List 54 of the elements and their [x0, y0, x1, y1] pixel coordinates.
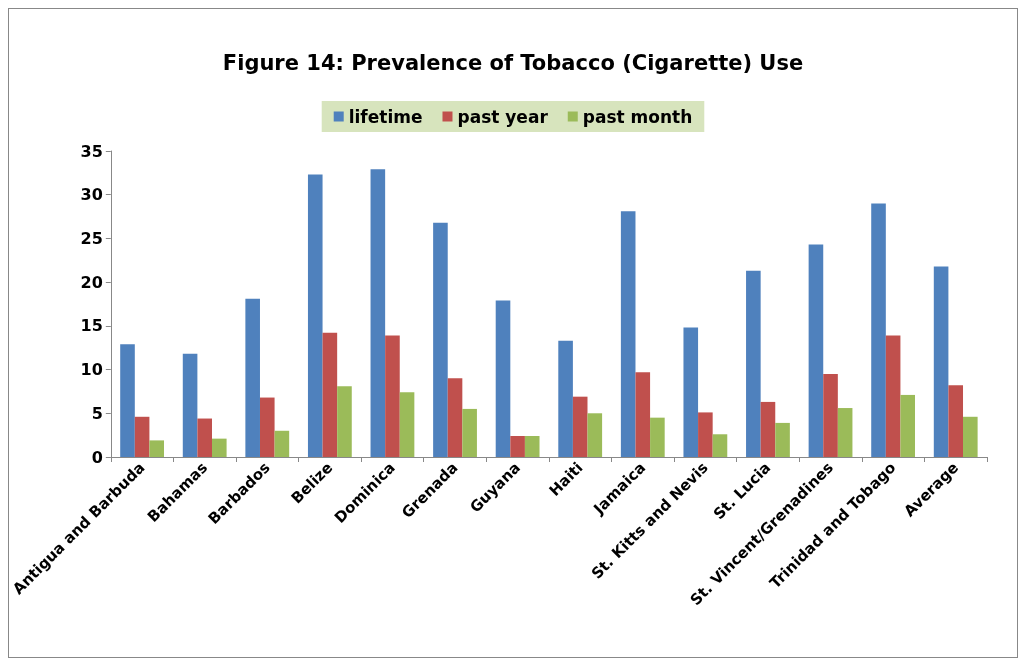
bar [558, 340, 573, 457]
bar [823, 373, 838, 457]
bar [572, 396, 588, 457]
bar [871, 203, 886, 457]
bar [524, 436, 540, 457]
bar [462, 408, 477, 457]
y-tick-label: 5 [91, 403, 103, 423]
bar [399, 392, 415, 457]
y-tick-label: 30 [80, 185, 103, 205]
bar [837, 408, 853, 457]
bar [274, 430, 290, 457]
y-tick-label: 10 [80, 360, 103, 380]
bar [495, 300, 511, 457]
bar [370, 169, 386, 457]
bar [322, 332, 338, 457]
y-tick-label: 35 [80, 141, 103, 161]
bar [245, 298, 260, 457]
legend-label: past year [457, 106, 549, 127]
bar [885, 335, 901, 457]
legend-label: past month [582, 106, 693, 127]
bar [933, 266, 949, 457]
y-tick-label: 25 [80, 228, 103, 248]
bar [650, 417, 665, 457]
legend-label: lifetime [348, 106, 423, 127]
bar [337, 386, 352, 457]
bar [808, 244, 824, 457]
bar [182, 353, 198, 457]
bar [620, 211, 636, 457]
bar [447, 378, 463, 457]
y-tick-label: 15 [80, 316, 103, 336]
bar [760, 401, 776, 457]
bar [948, 385, 964, 457]
bar [900, 394, 916, 457]
bar [712, 434, 728, 457]
bar [307, 174, 323, 457]
bar [385, 335, 400, 457]
y-tick-label: 20 [80, 272, 103, 292]
bar [683, 327, 699, 457]
bar [259, 397, 275, 457]
chart-title: Figure 14: Prevalence of Tobacco (Cigarette) Use [222, 50, 804, 75]
bar [510, 436, 525, 457]
bar [587, 413, 603, 457]
bar [433, 222, 448, 457]
bar [698, 412, 713, 457]
bar [746, 270, 761, 457]
bar [134, 416, 150, 457]
bar [197, 418, 212, 457]
bar [775, 422, 790, 457]
y-tick-label: 0 [91, 447, 103, 467]
bar [635, 372, 651, 457]
bar [211, 438, 227, 457]
bar [963, 416, 978, 457]
bar [120, 344, 135, 457]
bar [149, 440, 165, 457]
